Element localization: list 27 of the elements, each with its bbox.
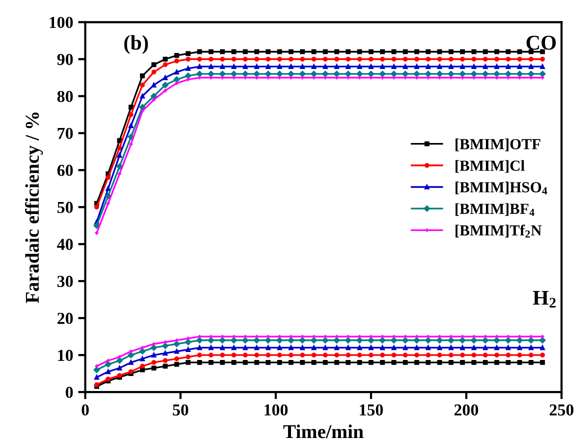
y-axis-title: Faradaic efficiency / % xyxy=(25,112,43,304)
legend-label: [BMIM]OTF xyxy=(456,138,540,152)
legend-label: [BMIM]BF$_{4}$ xyxy=(456,203,534,216)
y-tick-label: 70 xyxy=(58,128,73,140)
legend-label: [BMIM]Cl xyxy=(456,160,525,173)
annotation: H$_{2}$ xyxy=(532,291,556,308)
x-tick-label: 100 xyxy=(264,404,288,416)
x-tick-label: 200 xyxy=(454,404,478,416)
x-tick-label: 150 xyxy=(360,404,383,416)
y-tick-label: 90 xyxy=(57,54,73,66)
x-tick-label: 0 xyxy=(82,404,89,416)
x-axis-title: Time/min xyxy=(283,424,364,438)
y-tick-label: 0 xyxy=(66,386,73,398)
y-tick-label: 30 xyxy=(57,276,73,288)
annotation: CO xyxy=(526,36,556,50)
y-tick-label: 50 xyxy=(57,202,73,214)
y-tick-label: 20 xyxy=(57,312,73,324)
x-tick-label: 250 xyxy=(550,404,574,416)
legend-label: [BMIM]HSO$_{4}$ xyxy=(456,182,548,194)
y-tick-label: 100 xyxy=(50,16,73,28)
annotation: (b) xyxy=(124,35,148,54)
y-tick-label: 60 xyxy=(57,164,73,176)
x-tick-label: 50 xyxy=(172,404,188,416)
y-tick-label: 10 xyxy=(58,350,73,362)
y-tick-label: 40 xyxy=(57,238,73,250)
legend-label: [BMIM]Tf$_{2}$N xyxy=(456,224,542,238)
y-tick-label: 80 xyxy=(57,90,73,102)
